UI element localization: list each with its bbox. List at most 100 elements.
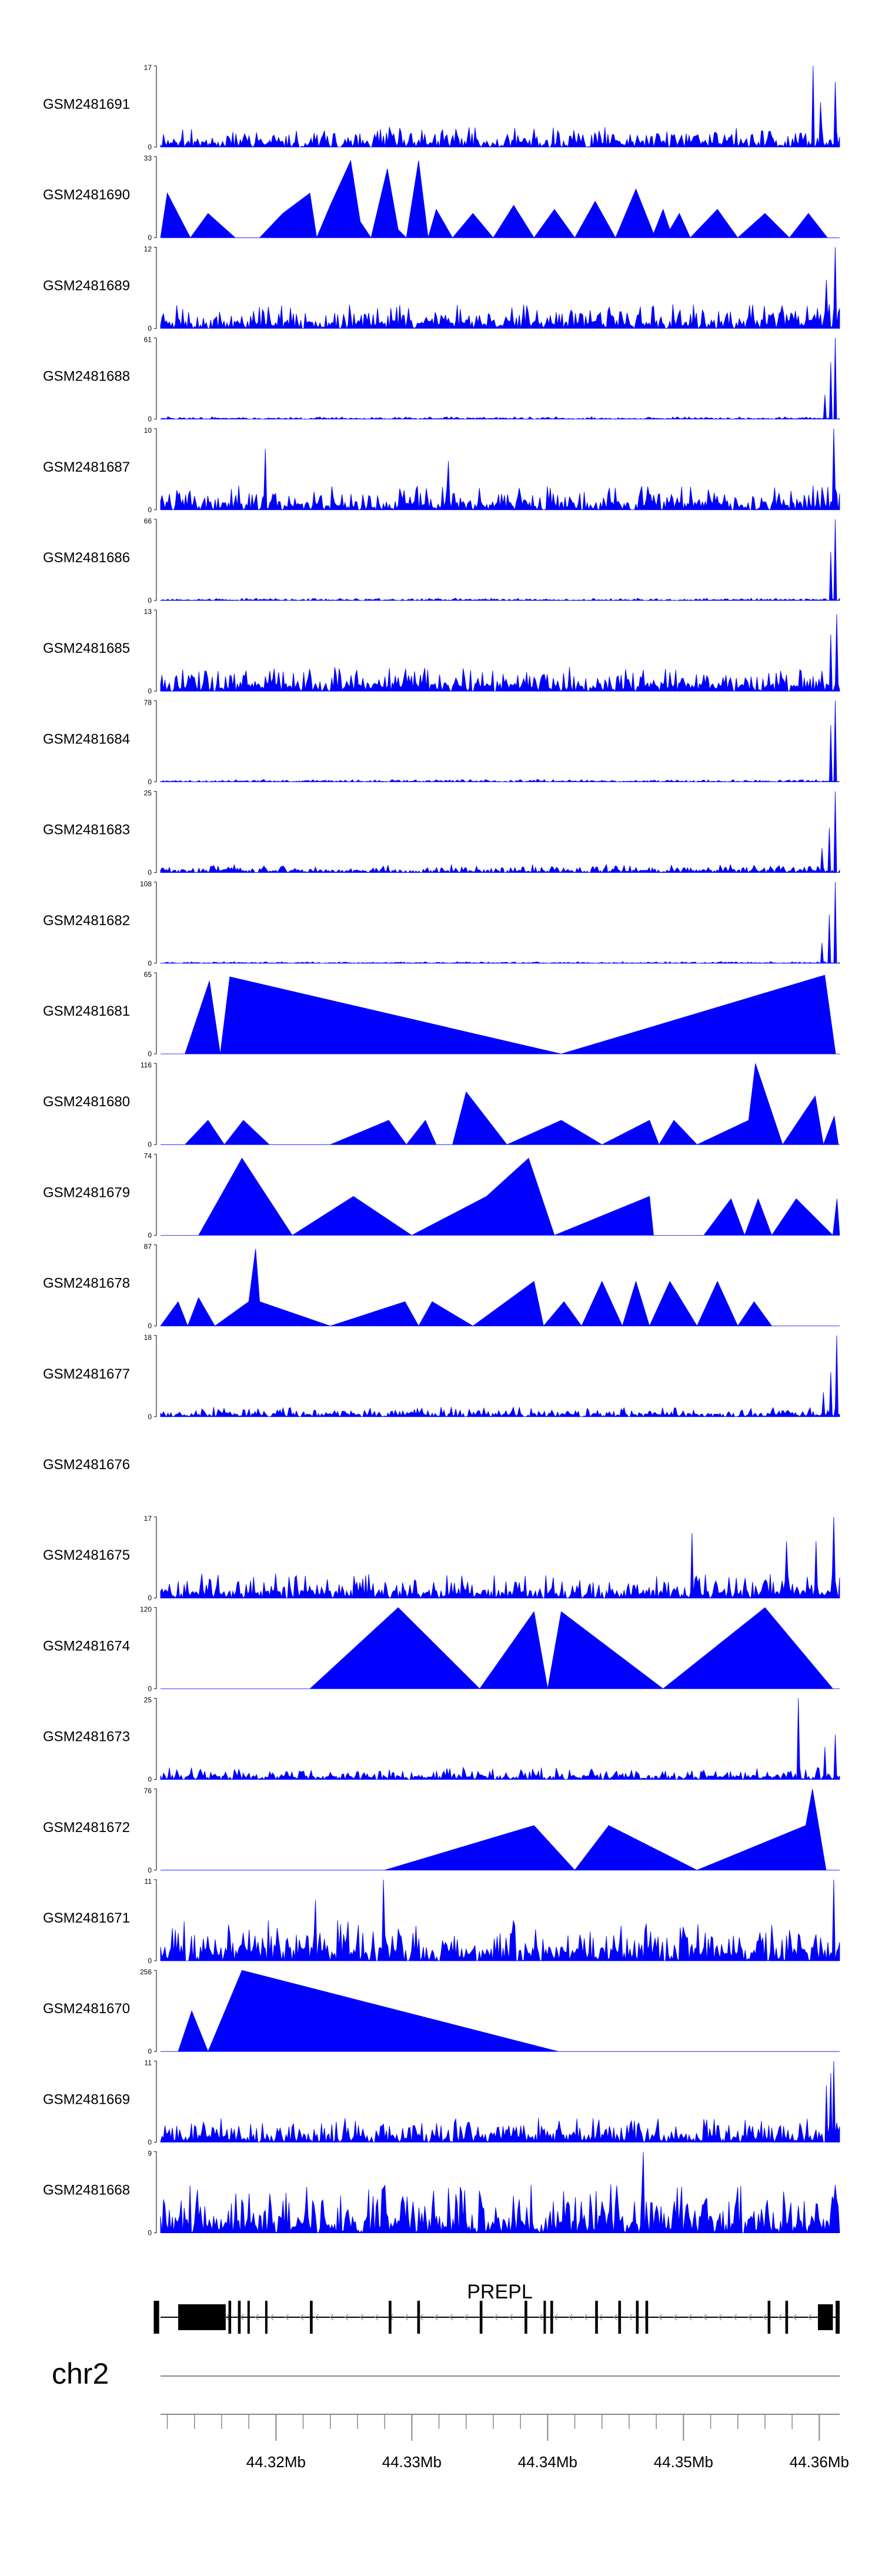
- sample-label: GSM2481682: [43, 913, 130, 929]
- gene-utr-block: [178, 2304, 226, 2330]
- strand-arrow-icon: [673, 2314, 677, 2321]
- y-axis-min-label: 0: [148, 1866, 152, 1874]
- gene-exon: [153, 2301, 159, 2334]
- coverage-area: [160, 428, 840, 511]
- coverage-area: [161, 1970, 840, 2053]
- strand-arrow-icon: [299, 2314, 304, 2321]
- sample-label: GSM2481679: [43, 1184, 130, 1200]
- y-axis-min-label: 0: [148, 687, 152, 695]
- strand-arrow-icon: [658, 2314, 663, 2321]
- y-axis-max-label: 33: [144, 154, 152, 162]
- track-GSM2481680: GSM2481680 116 0: [43, 1061, 840, 1149]
- coverage-area: [160, 1249, 840, 1327]
- gene-exon: [479, 2301, 483, 2334]
- sample-label: GSM2481677: [43, 1366, 130, 1382]
- y-axis-max-label: 76: [144, 1787, 152, 1795]
- gene-exon: [265, 2301, 268, 2334]
- y-axis-min-label: 0: [148, 1140, 152, 1149]
- y-axis-min-label: 0: [148, 778, 152, 786]
- sample-label: GSM2481671: [43, 1910, 130, 1926]
- coverage-area: [160, 700, 840, 783]
- gene-exon: [636, 2301, 639, 2334]
- track-GSM2481673: GSM2481673 25 0: [43, 1696, 840, 1784]
- sample-label: GSM2481676: [43, 1457, 130, 1473]
- y-axis-max-label: 256: [140, 1968, 152, 1976]
- strand-arrow-icon: [628, 2314, 633, 2321]
- y-axis-min-label: 0: [148, 959, 152, 967]
- strand-arrow-icon: [270, 2314, 274, 2321]
- y-axis-max-label: 17: [144, 64, 152, 72]
- sample-label: GSM2481680: [43, 1094, 130, 1110]
- gene-exon: [645, 2301, 649, 2334]
- track-GSM2481686: GSM2481686 66 0: [43, 517, 840, 605]
- strand-arrow-icon: [509, 2314, 513, 2321]
- y-axis-max-label: 11: [145, 1877, 152, 1886]
- y-axis-min-label: 0: [148, 1413, 152, 1421]
- sample-label: GSM2481673: [43, 1729, 130, 1745]
- track-GSM2481683: GSM2481683 25 0: [43, 789, 840, 877]
- strand-arrow-icon: [553, 2314, 558, 2321]
- y-axis-min-label: 0: [148, 324, 152, 332]
- sample-label: GSM2481668: [43, 2183, 130, 2198]
- strand-arrow-icon: [807, 2314, 812, 2321]
- y-axis-max-label: 25: [144, 789, 152, 798]
- track-GSM2481677: GSM2481677 18 0: [43, 1333, 840, 1421]
- y-axis-min-label: 0: [148, 1322, 152, 1330]
- coverage-area: [160, 65, 840, 148]
- strand-arrow-icon: [733, 2314, 737, 2321]
- sample-label: GSM2481687: [43, 459, 130, 475]
- strand-arrow-icon: [703, 2314, 707, 2321]
- genome-axis: 44.32Mb 44.33Mb 44.34Mb 44.35Mb 44.36Mb: [161, 2375, 849, 2471]
- coverage-area: [160, 614, 840, 692]
- gene-model: [153, 2301, 840, 2334]
- y-axis-min-label: 0: [148, 1594, 152, 1602]
- track-GSM2481670: GSM2481670 256 0: [43, 1968, 840, 2056]
- y-axis-min-label: 0: [148, 415, 152, 423]
- strand-arrow-icon: [345, 2314, 349, 2321]
- strand-arrow-icon: [255, 2314, 259, 2321]
- y-axis-max-label: 12: [144, 245, 152, 253]
- sample-label: GSM2481690: [43, 187, 130, 203]
- gene-exon: [595, 2301, 598, 2334]
- y-axis-max-label: 25: [144, 1696, 152, 1704]
- strand-arrow-icon: [374, 2314, 379, 2321]
- gene-exon: [836, 2301, 840, 2334]
- coverage-area: [161, 1157, 840, 1236]
- y-axis-min-label: 0: [148, 233, 152, 242]
- sample-label: GSM2481672: [43, 1820, 130, 1836]
- strand-arrow-icon: [434, 2314, 439, 2321]
- track-GSM2481676: GSM2481676: [43, 1457, 130, 1473]
- y-axis-max-label: 108: [140, 880, 152, 888]
- coverage-area: [160, 1517, 840, 1599]
- track-GSM2481668: GSM2481668 9 0: [43, 2150, 840, 2237]
- coverage-area: [160, 791, 840, 874]
- coverage-area: [160, 338, 840, 420]
- coverage-tracks: GSM2481691170GSM2481690330GSM2481689120G…: [43, 64, 840, 2237]
- gene-exon: [524, 2301, 527, 2334]
- sample-label: GSM2481674: [43, 1638, 130, 1654]
- track-GSM2481679: GSM2481679 74 0: [43, 1152, 840, 1239]
- strand-arrow-icon: [748, 2314, 752, 2321]
- y-axis-max-label: 120: [140, 1605, 152, 1613]
- coverage-area: [160, 159, 840, 239]
- gene-exon: [228, 2301, 232, 2334]
- gene-exon: [310, 2301, 313, 2334]
- track-GSM2481672: GSM2481672 76 0: [43, 1787, 840, 1874]
- y-axis-min-label: 0: [148, 143, 152, 151]
- y-axis-min-label: 0: [148, 506, 152, 514]
- track-GSM2481691: GSM2481691 17 0: [43, 64, 840, 151]
- track-GSM2481690: GSM2481690 33 0: [43, 154, 840, 242]
- coverage-area: [160, 2151, 840, 2234]
- strand-arrow-icon: [763, 2314, 767, 2321]
- strand-arrow-icon: [464, 2314, 468, 2321]
- coverage-area: [160, 519, 840, 601]
- sample-label: GSM2481681: [43, 1003, 130, 1019]
- strand-arrow-icon: [449, 2314, 453, 2321]
- strand-arrow-icon: [404, 2314, 409, 2321]
- sample-label: GSM2481685: [43, 640, 130, 656]
- track-GSM2481674: GSM2481674 120 0: [43, 1605, 840, 1693]
- sample-label: GSM2481678: [43, 1276, 130, 1292]
- coverage-area: [160, 2061, 840, 2143]
- y-axis-min-label: 0: [148, 596, 152, 605]
